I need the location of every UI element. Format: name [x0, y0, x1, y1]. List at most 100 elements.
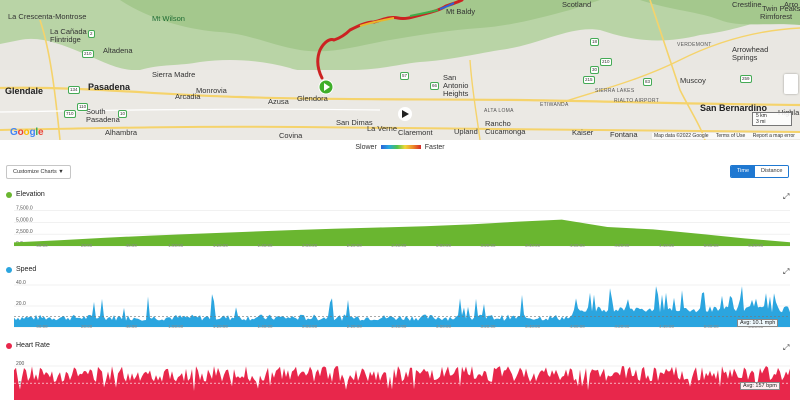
place-label: Rimforest [760, 12, 792, 21]
expand-icon[interactable]: ⤢ [783, 192, 789, 202]
place-label: Glendale [5, 86, 43, 96]
place-label: Muscoy [680, 76, 706, 85]
x-tick-label: 2:40:00 [391, 243, 407, 248]
place-label: Scotland [562, 0, 591, 9]
scale-mi: 3 mi [756, 119, 791, 125]
speed-title: Speed [16, 266, 36, 273]
expand-icon[interactable]: ⤢ [783, 343, 789, 353]
heart-rate-chart[interactable]: 200 150 [0, 356, 800, 400]
place-label: Fontana [610, 130, 638, 139]
place-label: RIALTO AIRPORT [614, 98, 659, 104]
place-label: Altadena [103, 46, 133, 55]
x-tick-label: 3:00:00 [436, 324, 452, 329]
x-tick-label: 5:20:00 [748, 243, 764, 248]
x-tick-label: 4:40:00 [659, 243, 675, 248]
place-label: Mt Baldy [446, 7, 475, 16]
highway-shield: 134 [68, 86, 80, 94]
place-label: Mt Wilson [152, 14, 185, 23]
place-label: Upland [454, 127, 478, 136]
x-tick-label: 3:20:00 [481, 243, 497, 248]
x-tick-label: 4:00:00 [570, 324, 586, 329]
place-label: La Verne [367, 124, 397, 133]
place-label: South Pasadena [86, 108, 122, 124]
place-label: Crestline [732, 0, 762, 9]
y-tick-label: 2,500.0 [16, 229, 33, 235]
x-tick-label: 4:00:00 [570, 243, 586, 248]
y-tick-label: 7,500.0 [16, 205, 33, 211]
highway-shield: 2 [88, 30, 95, 38]
place-label: ETIWANDA [540, 102, 569, 108]
place-label: Glendora [297, 94, 328, 103]
y-tick-label: 40.0 [16, 280, 26, 286]
highway-shield: 66 [430, 82, 439, 90]
x-tick-label: 2:20:00 [347, 243, 363, 248]
speed-average-label: Avg: 10.1 mph [737, 319, 778, 327]
heart-rate-title: Heart Rate [16, 342, 50, 349]
highway-shield: 10 [118, 110, 127, 118]
elevation-header: Elevation [6, 191, 45, 198]
x-tick-label: 5:00:00 [704, 243, 720, 248]
y-tick-label: 5,000.0 [16, 217, 33, 223]
speed-area [14, 286, 790, 327]
x-tick-label: 2:40:00 [391, 324, 407, 329]
x-tick-label: 1:00:00 [168, 243, 184, 248]
highway-shield: 210 [82, 50, 94, 58]
elevation-title: Elevation [16, 191, 45, 198]
expand-icon[interactable]: ⤢ [783, 267, 789, 277]
x-tick-label: 3:20:00 [481, 324, 497, 329]
legend-faster-label: Faster [425, 144, 445, 151]
speed-legend: Slower Faster [0, 142, 800, 152]
place-label: ALTA LOMA [484, 108, 514, 114]
highway-shield: 18 [590, 38, 599, 46]
place-label: Kaiser [572, 128, 593, 137]
place-label: Claremont [398, 128, 433, 137]
map-data-text: Map data ©2022 Google [654, 133, 709, 139]
customize-charts-button[interactable]: Customize Charts ▼ [6, 165, 71, 179]
x-tick-label: 20:00 [81, 324, 93, 329]
place-label: Sierra Madre [152, 70, 195, 79]
heart-rate-header: Heart Rate [6, 342, 50, 349]
y-tick-label: 200 [16, 361, 25, 367]
place-label: Arrowhead Springs [732, 46, 764, 62]
time-toggle-button[interactable]: Time [731, 166, 755, 177]
highway-shield: 57 [400, 72, 409, 80]
highway-shield: 259 [740, 75, 752, 83]
elevation-chart[interactable]: 7,500.05,000.02,500.00.000:0020:0040:001… [0, 204, 800, 248]
x-tick-label: 4:20:00 [614, 324, 630, 329]
place-label: Rancho Cucamonga [485, 120, 527, 136]
legend-slower-label: Slower [355, 144, 376, 151]
place-label: Azusa [268, 97, 289, 106]
google-logo[interactable]: Google [10, 127, 43, 138]
place-label: VERDEMONT [677, 42, 712, 48]
terms-link[interactable]: Terms of Use [716, 133, 745, 139]
zoom-control[interactable] [784, 74, 798, 94]
x-tick-label: 1:00:00 [168, 324, 184, 329]
speed-gradient-bar [381, 145, 421, 149]
heart-rate-average-label: Avg: 157 bpm [740, 382, 780, 390]
place-label: Pasadena [88, 82, 130, 92]
highway-shield: 710 [64, 110, 76, 118]
heart-rate-dot [6, 343, 12, 349]
x-tick-label: 4:40:00 [659, 324, 675, 329]
x-tick-label: 4:20:00 [614, 243, 630, 248]
place-label: La Crescenta-Montrose [8, 12, 86, 21]
report-error-link[interactable]: Report a map error [753, 133, 795, 139]
x-tick-label: 1:40:00 [258, 243, 274, 248]
x-tick-label: 1:20:00 [213, 324, 229, 329]
route-map[interactable]: La Crescenta-Montrose Mt Wilson La Cañad… [0, 0, 800, 140]
distance-toggle-button[interactable]: Distance [755, 166, 788, 177]
x-tick-label: 20:00 [81, 243, 93, 248]
x-tick-label: 3:40:00 [525, 324, 541, 329]
highway-shield: 110 [77, 103, 88, 111]
map-scale: 5 km 3 mi [752, 112, 792, 126]
x-tick-label: 1:40:00 [258, 324, 274, 329]
speed-dot [6, 267, 12, 273]
place-label: Arro [784, 0, 798, 9]
speed-chart[interactable]: 40.020.00.000:0020:0040:001:00:001:20:00… [0, 279, 800, 329]
map-attribution: Map data ©2022 Google Terms of Use Repor… [652, 133, 800, 139]
x-tick-label: 1:20:00 [213, 243, 229, 248]
x-tick-label: 40:00 [126, 243, 138, 248]
time-distance-toggle[interactable]: Time Distance [730, 165, 789, 178]
x-tick-label: 00:00 [36, 243, 48, 248]
x-tick-label: 2:20:00 [347, 324, 363, 329]
